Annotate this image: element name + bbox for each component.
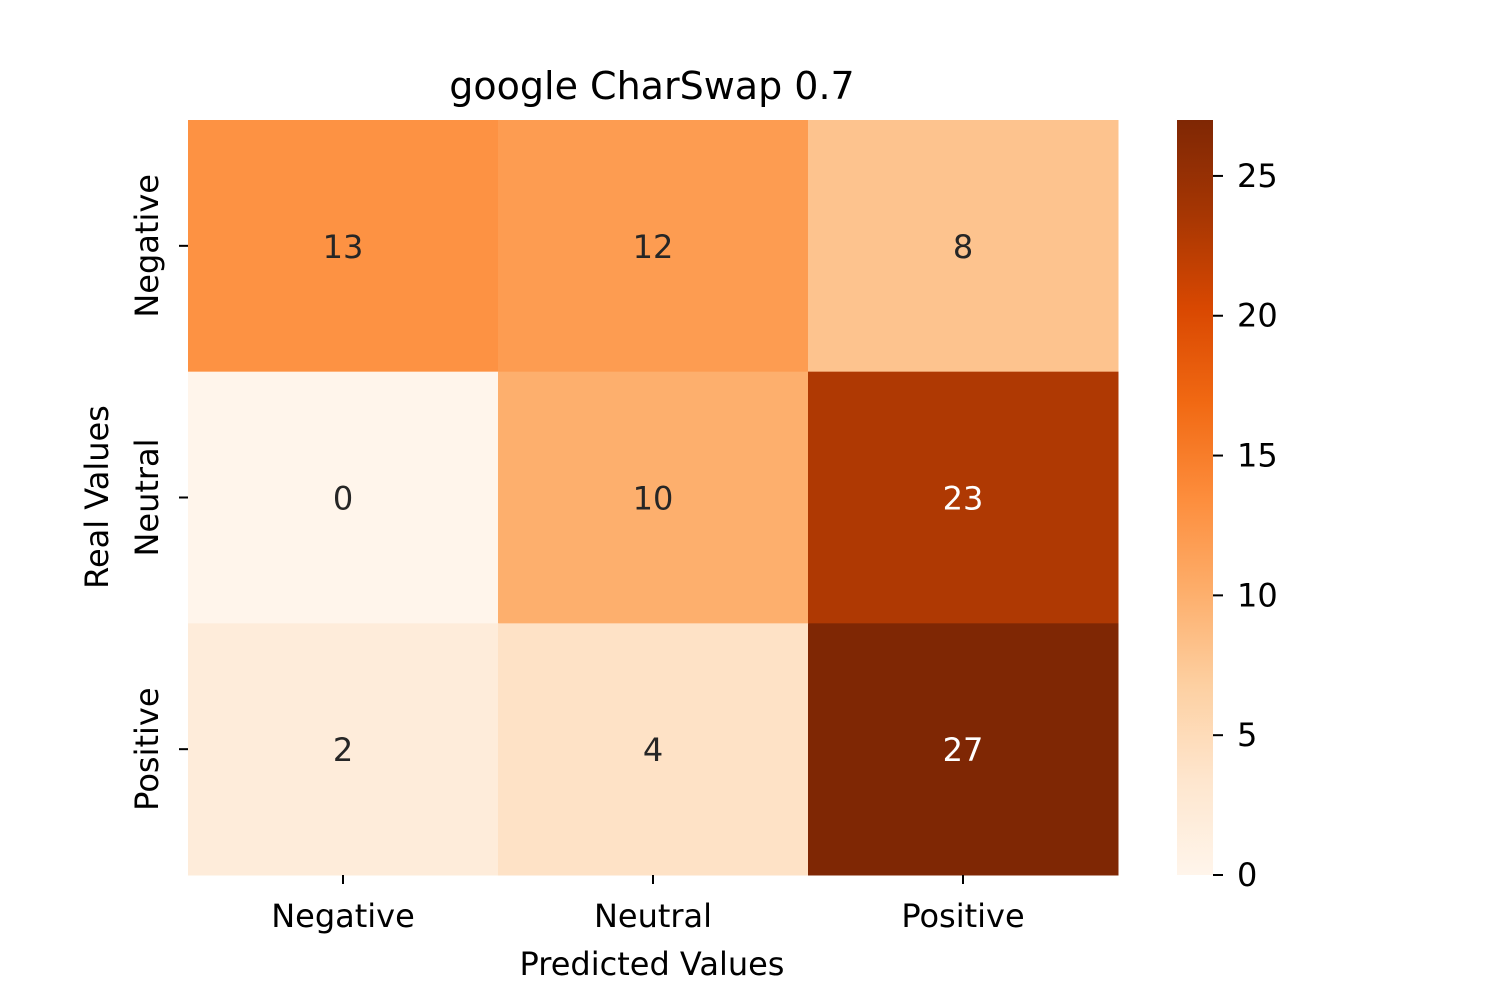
y-axis-label: Real Values [78,405,116,589]
y-tick-label: Negative [128,174,166,318]
x-axis: Negative Neutral Positive [271,875,1025,935]
heatmap-cell [498,623,809,876]
y-axis: Negative Neutral Positive [128,174,188,811]
colorbar-tick-label: 20 [1237,297,1278,335]
cell-value-label: 4 [643,731,663,769]
colorbar-tick-label: 0 [1237,856,1257,894]
heatmap-cell [498,371,809,624]
heatmap-cell [498,120,809,373]
y-tick-label: Positive [128,687,166,810]
x-tick-label: Positive [901,897,1024,935]
cell-value-label: 27 [943,731,984,769]
y-tick-label: Neutral [128,438,166,556]
cell-value-label: 23 [943,480,984,518]
cell-value-label: 13 [323,228,364,266]
colorbar-tick-label: 5 [1237,716,1257,754]
cell-value-label: 12 [633,228,674,266]
heatmap-cells [188,120,1119,876]
x-tick-label: Neutral [594,897,712,935]
heatmap-cell [188,120,499,373]
cell-value-label: 8 [953,228,973,266]
chart-title: google CharSwap 0.7 [449,64,854,108]
heatmap-cell [188,623,499,876]
colorbar-tick-label: 15 [1237,437,1278,475]
heatmap-cell [808,120,1119,373]
x-tick-label: Negative [271,897,415,935]
cell-value-label: 0 [333,480,353,518]
cell-value-label: 10 [633,480,674,518]
heatmap-cell [808,623,1119,876]
colorbar [1177,120,1213,875]
cell-value-label: 2 [333,731,353,769]
colorbar-axis: 0 5 10 15 20 25 [1213,157,1278,894]
x-axis-label: Predicted Values [520,945,785,983]
cell-annotations: 13 12 8 0 10 23 2 4 27 [323,228,984,769]
heatmap-cell [808,371,1119,624]
colorbar-tick-label: 10 [1237,576,1278,614]
heatmap-cell [188,371,499,624]
colorbar-tick-label: 25 [1237,157,1278,195]
